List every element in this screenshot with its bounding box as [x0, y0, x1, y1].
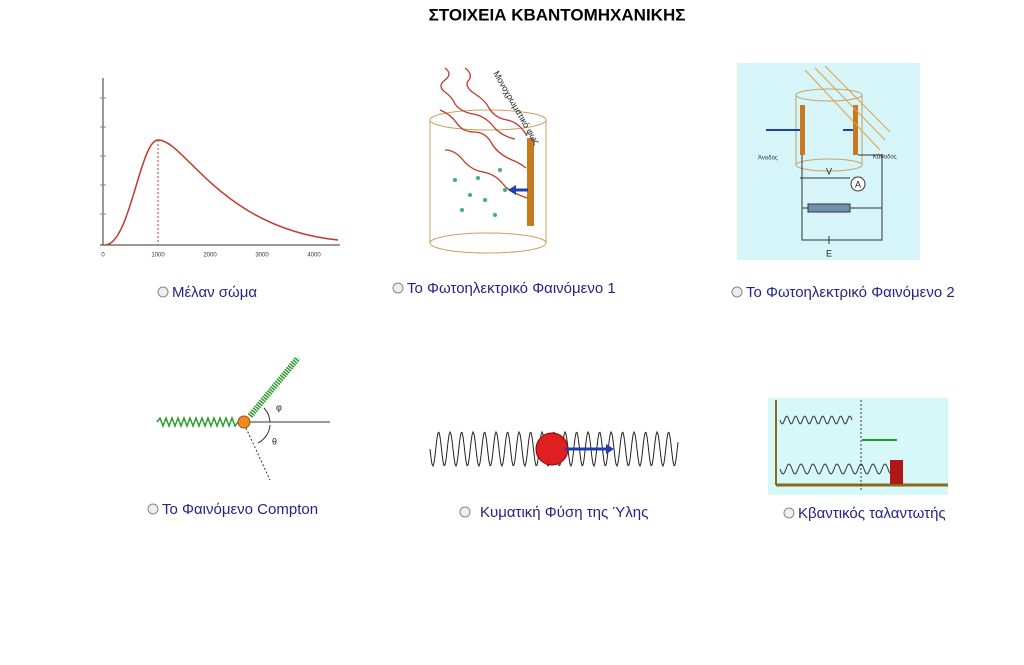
blackbody-figure: 0 1000 2000 3000 4000 — [100, 78, 340, 259]
axis-label: 4000 — [307, 253, 321, 259]
figure-text: Μονοχρωματικό φως — [491, 69, 542, 147]
photoelectric-figure-1: Μονοχρωματικό φως — [429, 67, 547, 254]
matter-wave-figure — [429, 430, 679, 468]
option[interactable]: Το Φωτοηλεκτρικό Φαινόμενο 1 — [392, 280, 616, 297]
quantum-oscillator-figure — [768, 398, 948, 495]
option[interactable]: Κβαντικός ταλαντωτής — [783, 505, 946, 522]
axis-label: 0 — [101, 253, 105, 259]
axis-label: 2000 — [203, 253, 217, 259]
option-label[interactable]: Κυματική Φύση της Ύλης — [480, 504, 648, 521]
page-title: ΣΤΟΙΧΕΙΑ ΚΒΑΝΤΟΜΗΧΑΝΙΚΗΣ — [429, 5, 686, 24]
figure-text: V — [826, 166, 832, 176]
option[interactable]: Το Φωτοηλεκτρικό Φαινόμενο 2 — [731, 284, 955, 301]
axis-label: 3000 — [255, 253, 269, 259]
figure-text: Άνοδος — [758, 156, 778, 162]
figure-text: φ — [276, 402, 282, 412]
figure-text: A — [855, 179, 861, 189]
option-label[interactable]: Το Φαινόμενο Compton — [162, 501, 318, 518]
axis-label: 1000 — [151, 253, 165, 259]
figure-text: E — [826, 248, 832, 258]
photoelectric-figure-2: Άνοδος Κάθοδος V A E — [737, 63, 920, 260]
option-label[interactable]: Το Φωτοηλεκτρικό Φαινόμενο 2 — [746, 284, 955, 301]
option-label[interactable]: Κβαντικός ταλαντωτής — [798, 505, 946, 522]
option[interactable]: Μέλαν σώμα — [157, 284, 257, 301]
figure-text: Κάθοδος — [873, 154, 897, 161]
option-label[interactable]: Μέλαν σώμα — [172, 284, 257, 301]
compton-figure: θ φ — [156, 356, 330, 481]
option-label[interactable]: Το Φωτοηλεκτρικό Φαινόμενο 1 — [407, 280, 616, 297]
figure-text: θ — [272, 436, 277, 446]
option[interactable]: Το Φαινόμενο Compton — [147, 501, 318, 518]
option[interactable]: Κυματική Φύση της Ύλης — [459, 504, 648, 521]
